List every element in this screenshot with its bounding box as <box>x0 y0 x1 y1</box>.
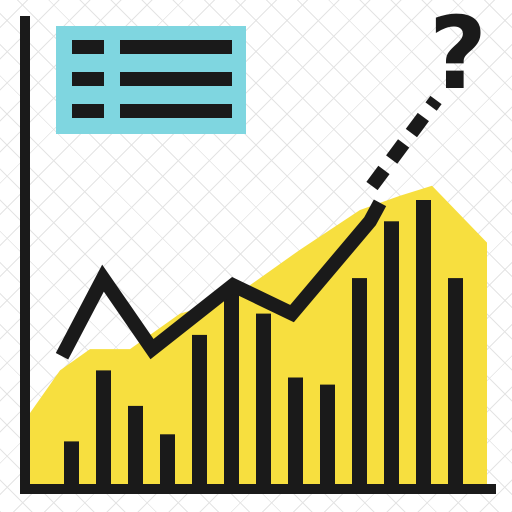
bar-13 <box>448 278 463 484</box>
legend-bullet-2 <box>72 72 104 86</box>
bar-5 <box>192 334 207 484</box>
bar-series <box>64 200 463 485</box>
legend-bullet-1 <box>72 40 104 54</box>
legend-line-2 <box>120 72 232 86</box>
bar-3 <box>128 405 143 484</box>
bar-2 <box>96 370 111 484</box>
bar-12 <box>416 200 431 484</box>
legend-line-3 <box>120 104 232 118</box>
bar-11 <box>384 221 399 485</box>
bar-4 <box>160 434 175 484</box>
bar-10 <box>352 278 367 484</box>
bar-7 <box>256 313 271 484</box>
trend-projection-dashes <box>366 95 442 191</box>
bar-8 <box>288 377 303 484</box>
question-mark-icon: ? <box>429 0 487 112</box>
bar-6 <box>224 292 239 484</box>
legend-bullet-3 <box>72 104 104 118</box>
bar-9 <box>320 384 335 484</box>
legend-line-1 <box>120 40 232 54</box>
bar-1 <box>64 441 79 484</box>
legend-box <box>56 26 246 134</box>
trend-line <box>55 199 387 360</box>
